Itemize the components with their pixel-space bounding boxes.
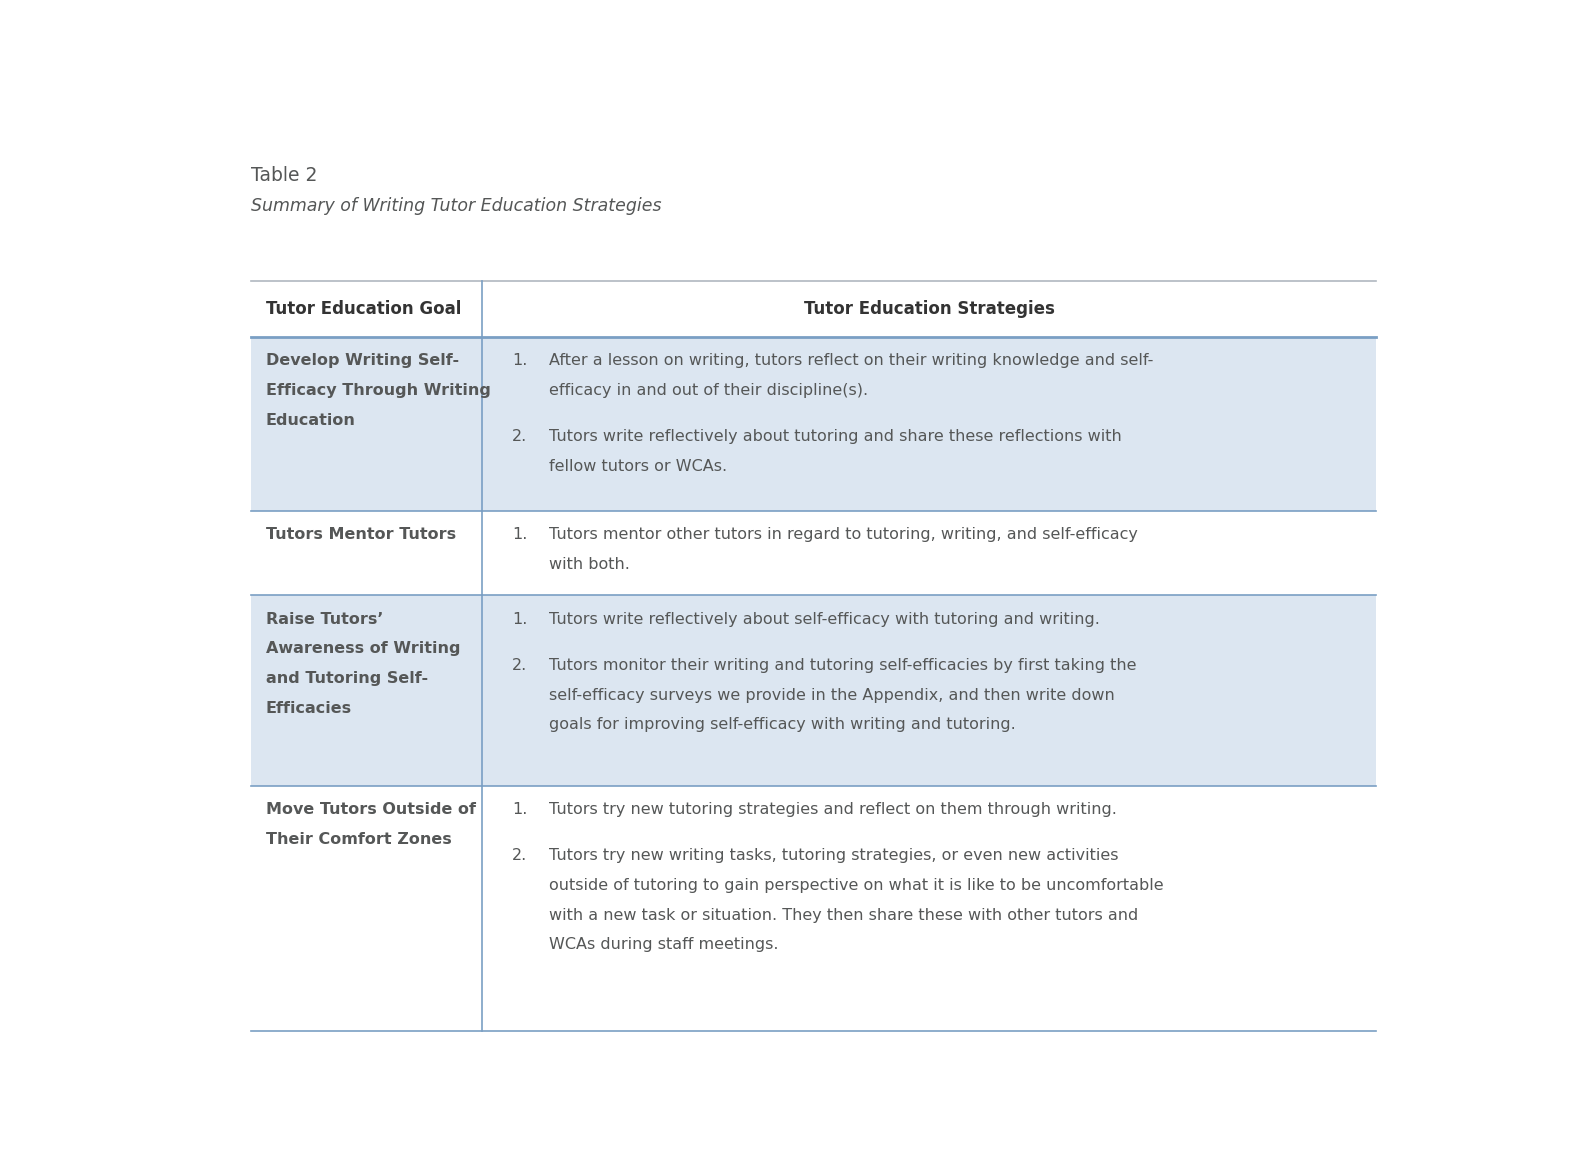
Text: Summary of Writing Tutor Education Strategies: Summary of Writing Tutor Education Strat… — [251, 197, 661, 215]
Bar — [251, 511, 482, 595]
Text: 2.: 2. — [512, 430, 528, 444]
Text: WCAs during staff meetings.: WCAs during staff meetings. — [548, 937, 779, 952]
Text: Tutors try new tutoring strategies and reflect on them through writing.: Tutors try new tutoring strategies and r… — [548, 802, 1116, 817]
Text: Raise Tutors’: Raise Tutors’ — [265, 612, 383, 627]
Text: 1.: 1. — [512, 612, 528, 627]
Text: Tutors mentor other tutors in regard to tutoring, writing, and self-efficacy: Tutors mentor other tutors in regard to … — [548, 527, 1138, 542]
Text: Move Tutors Outside of: Move Tutors Outside of — [265, 802, 476, 817]
Text: 2.: 2. — [512, 848, 528, 863]
Text: Efficacies: Efficacies — [265, 701, 352, 716]
Text: goals for improving self-efficacy with writing and tutoring.: goals for improving self-efficacy with w… — [548, 717, 1016, 733]
Bar — [482, 281, 1377, 337]
Text: efficacy in and out of their discipline(s).: efficacy in and out of their discipline(… — [548, 383, 868, 398]
Text: fellow tutors or WCAs.: fellow tutors or WCAs. — [548, 459, 727, 474]
Text: 1.: 1. — [512, 353, 528, 369]
Text: Awareness of Writing: Awareness of Writing — [265, 641, 460, 656]
Bar — [482, 511, 1377, 595]
Text: 1.: 1. — [512, 527, 528, 542]
Text: Education: Education — [265, 413, 355, 429]
Text: Tutors write reflectively about self-efficacy with tutoring and writing.: Tutors write reflectively about self-eff… — [548, 612, 1099, 627]
Text: After a lesson on writing, tutors reflect on their writing knowledge and self-: After a lesson on writing, tutors reflec… — [548, 353, 1152, 369]
Text: 2.: 2. — [512, 657, 528, 673]
Text: Develop Writing Self-: Develop Writing Self- — [265, 353, 458, 369]
Text: Their Comfort Zones: Their Comfort Zones — [265, 831, 451, 846]
Text: Tutor Education Goal: Tutor Education Goal — [265, 301, 462, 318]
Text: Table 2: Table 2 — [251, 167, 317, 185]
Text: with a new task or situation. They then share these with other tutors and: with a new task or situation. They then … — [548, 908, 1138, 923]
Text: and Tutoring Self-: and Tutoring Self- — [265, 672, 427, 687]
Text: Efficacy Through Writing: Efficacy Through Writing — [265, 383, 490, 398]
Text: Tutor Education Strategies: Tutor Education Strategies — [804, 301, 1055, 318]
Text: Tutors try new writing tasks, tutoring strategies, or even new activities: Tutors try new writing tasks, tutoring s… — [548, 848, 1118, 863]
Text: self-efficacy surveys we provide in the Appendix, and then write down: self-efficacy surveys we provide in the … — [548, 688, 1115, 702]
Text: Tutors monitor their writing and tutoring self-efficacies by first taking the: Tutors monitor their writing and tutorin… — [548, 657, 1137, 673]
Text: Tutors Mentor Tutors: Tutors Mentor Tutors — [265, 527, 455, 542]
Text: with both.: with both. — [548, 556, 630, 572]
Bar — [251, 281, 482, 337]
Text: 1.: 1. — [512, 802, 528, 817]
Text: Tutors write reflectively about tutoring and share these reflections with: Tutors write reflectively about tutoring… — [548, 430, 1121, 444]
Text: outside of tutoring to gain perspective on what it is like to be uncomfortable: outside of tutoring to gain perspective … — [548, 878, 1163, 892]
